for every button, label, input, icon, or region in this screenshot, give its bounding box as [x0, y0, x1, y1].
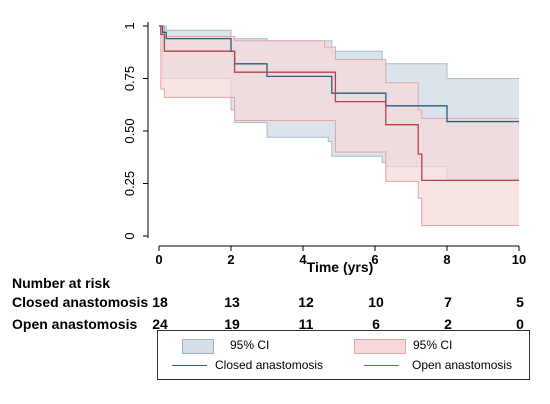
- x-tick-label: 6: [371, 252, 378, 267]
- x-axis-label: Time (yrs): [307, 259, 374, 275]
- y-tick-label: 0.50: [122, 118, 137, 143]
- ci-band-open-anastomosis: [159, 26, 519, 226]
- ci-lower-open-anastomosis: [159, 25, 519, 226]
- risk-table-title: Number at risk: [12, 275, 111, 291]
- risk-value: 12: [298, 294, 314, 310]
- risk-value: 5: [516, 294, 524, 310]
- x-tick-label: 10: [512, 252, 526, 267]
- risk-value: 2: [444, 316, 452, 332]
- axes: [143, 22, 520, 251]
- legend: 95% CI 95% CI Closed anastomosis Open an…: [157, 330, 530, 380]
- legend-ci-closed-swatch: [182, 339, 214, 354]
- risk-value: 19: [224, 316, 240, 332]
- survival-curves: [159, 25, 519, 182]
- risk-value: 13: [224, 294, 240, 310]
- x-tick-label: 0: [155, 252, 162, 267]
- risk-value: 18: [152, 294, 168, 310]
- risk-value: 6: [372, 316, 380, 332]
- legend-ci-open-label: 95% CI: [413, 338, 453, 352]
- risk-value: 24: [152, 316, 168, 332]
- legend-ci-open-swatch: [354, 339, 406, 354]
- x-tick-label: 8: [443, 252, 450, 267]
- y-tick-label: 0: [122, 232, 137, 239]
- risk-row-label-closed: Closed anastomosis: [12, 294, 149, 310]
- legend-closed-label: Closed anastomosis: [215, 358, 324, 372]
- legend-open-line: [364, 365, 399, 366]
- risk-value: 0: [516, 316, 524, 332]
- legend-ci-closed-label: 95% CI: [230, 338, 270, 352]
- y-tick-label: 0.75: [122, 66, 137, 91]
- legend-open-label: Open anastomosis: [412, 358, 513, 372]
- risk-row-label-open: Open anastomosis: [12, 316, 138, 332]
- y-tick-label: 1: [122, 22, 137, 29]
- x-tick-label: 2: [227, 252, 234, 267]
- x-tick-label: 4: [299, 252, 307, 267]
- legend-closed-line: [172, 365, 207, 366]
- y-tick-label: 0.25: [122, 171, 137, 196]
- confidence-bands: [159, 25, 519, 226]
- risk-value: 7: [444, 294, 452, 310]
- risk-value: 11: [298, 316, 314, 332]
- risk-value: 10: [368, 294, 384, 310]
- survival-line-open-anastomosis: [159, 25, 519, 182]
